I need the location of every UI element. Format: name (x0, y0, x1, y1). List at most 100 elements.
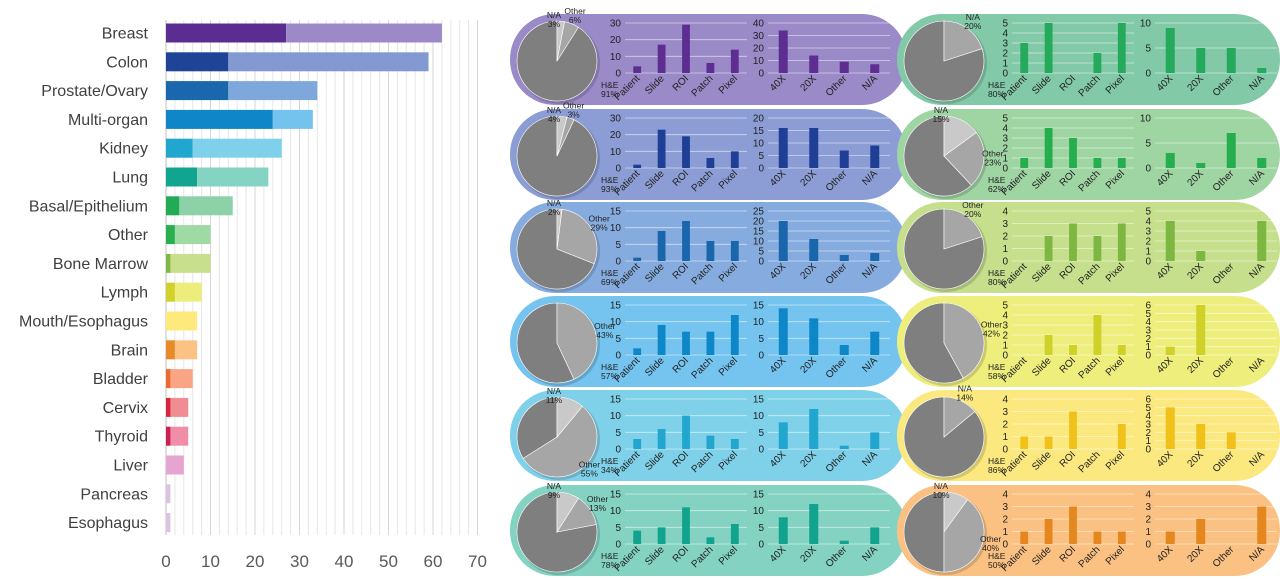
mini-bar (839, 255, 849, 261)
mini-y-tick: 10 (753, 139, 765, 150)
mini-bar (730, 151, 739, 168)
pie-label: H&E (601, 268, 619, 278)
mini-y-tick: 0 (615, 540, 621, 551)
mini-bar (1093, 158, 1102, 168)
mini-y-tick: 0 (1002, 540, 1008, 551)
mini-bar (706, 331, 715, 355)
mini-bar (778, 517, 788, 544)
pie-percent: 50% (988, 560, 1005, 570)
mini-bar (870, 331, 880, 355)
bar-segment-dark (166, 369, 171, 389)
organ-stacked-bar-chart: 0 10 20 30 40 50 60 70 Breast Colon Prostate/Ovary… (19, 20, 487, 571)
panel-band (897, 390, 1280, 481)
mini-bar (870, 432, 880, 449)
mini-y-tick: 15 (753, 490, 765, 501)
pie-percent: 93% (601, 184, 618, 194)
mini-bar (1044, 236, 1053, 261)
panel-band (510, 109, 907, 200)
mini-y-tick: 2 (1145, 334, 1151, 345)
bar-segment-light (166, 455, 184, 475)
mini-y-tick: 5 (758, 334, 764, 345)
category-label: Bone Marrow (53, 256, 149, 273)
pie-slice (556, 20, 565, 62)
mini-y-tick: 0 (758, 540, 764, 551)
mini-y-tick: 0 (1145, 540, 1151, 551)
mini-y-tick: 5 (758, 523, 764, 534)
mini-y-tick: 1 (1145, 436, 1151, 447)
bar-segment-light (197, 167, 269, 187)
bar-segment-light (170, 426, 189, 446)
pie-label: N/A (547, 105, 562, 115)
mini-y-tick: 4 (1145, 317, 1151, 328)
mini-y-tick: 4 (1002, 395, 1008, 406)
mini-y-tick: 15 (610, 395, 622, 406)
pie-percent: 34% (601, 465, 618, 475)
category-label: Pancreas (80, 486, 148, 503)
bar-segment-light (192, 138, 282, 158)
mini-bar (1093, 236, 1102, 261)
bar-segment-light (272, 109, 313, 129)
mini-y-tick: 1 (1002, 432, 1008, 443)
mini-y-tick: 4 (1002, 124, 1008, 135)
pie-percent: 3% (567, 110, 580, 120)
mini-y-tick: 30 (610, 19, 622, 30)
mini-bar (1044, 128, 1053, 168)
mini-bar (1093, 53, 1102, 73)
pie-label: Other (589, 214, 610, 224)
mini-bar (1117, 158, 1126, 168)
mini-y-tick: 5 (1002, 301, 1008, 312)
mini-y-tick: 20 (610, 130, 622, 141)
mini-bar (682, 24, 690, 74)
mini-y-tick: 15 (610, 207, 622, 218)
category-label: Brain (111, 342, 148, 359)
mini-y-tick: 3 (1002, 39, 1008, 50)
mini-bar (682, 136, 690, 168)
pie-label: H&E (601, 456, 619, 466)
bar-segment-dark (166, 282, 175, 302)
bar-segment-dark (166, 52, 229, 72)
mini-bar (1196, 305, 1206, 355)
mini-y-tick: 20 (753, 217, 765, 228)
pie-percent: 57% (601, 371, 618, 381)
pie-percent: 2% (548, 207, 561, 217)
mini-y-tick: 2 (1002, 232, 1008, 243)
pie-label: H&E (988, 362, 1006, 372)
mini-bar (730, 524, 739, 544)
mini-bar (1165, 346, 1175, 355)
mini-bar (706, 537, 715, 544)
mini-y-tick: 0 (1145, 445, 1151, 456)
mini-bar (706, 158, 715, 168)
mini-bar (1226, 432, 1236, 449)
mini-y-tick: 0 (1002, 164, 1008, 175)
pie-label: H&E (601, 551, 619, 561)
pie-label: H&E (988, 268, 1006, 278)
mini-bar (1165, 221, 1175, 261)
bar-segment-light (174, 340, 198, 360)
mini-bar (706, 63, 715, 73)
mini-bar (730, 315, 739, 355)
pie-percent: 55% (581, 469, 598, 479)
category-label: Lung (112, 170, 148, 187)
mini-y-tick: 10 (610, 317, 622, 328)
mini-y-tick: 10 (610, 506, 622, 517)
mini-bar (1196, 251, 1206, 261)
pie-slice (943, 396, 976, 438)
mini-bar (682, 331, 690, 355)
mini-y-tick: 5 (615, 428, 621, 439)
mini-y-tick: 40 (753, 19, 765, 30)
pie-percent: 13% (589, 503, 606, 513)
mini-y-tick: 5 (1145, 207, 1151, 218)
pie-slice (556, 302, 598, 380)
mini-y-tick: 5 (758, 151, 764, 162)
mini-bar (657, 44, 666, 73)
pie-label: N/A (547, 10, 562, 20)
mini-bar (1117, 223, 1126, 261)
panel-band (510, 14, 907, 105)
pie-label: N/A (934, 481, 949, 491)
bar-segment-dark (166, 138, 193, 158)
